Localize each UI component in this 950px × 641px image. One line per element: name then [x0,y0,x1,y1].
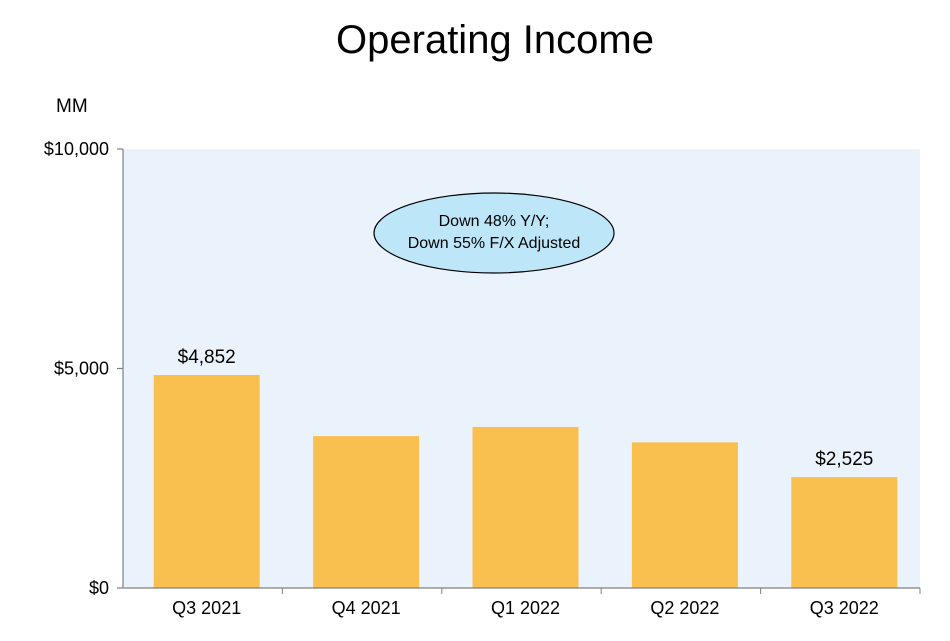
y-tick-label-1: $5,000 [54,359,109,379]
y-tick-label-0: $0 [89,578,109,598]
annotation-ellipse [373,192,615,274]
bar-1 [313,436,420,588]
x-tick-label-4: Q3 2022 [810,598,879,618]
data-label-4: $2,525 [815,449,873,470]
data-label-0: $4,852 [178,347,236,368]
x-tick-label-1: Q4 2021 [332,598,401,618]
bar-0 [153,374,260,588]
chart-title: Operating Income [336,18,654,62]
annotation-line-2: Down 55% F/X Adjusted [408,235,581,252]
annotation-callout: Down 48% Y/Y; Down 55% F/X Adjusted [373,192,615,274]
bar-2 [472,426,579,588]
x-tick-label-3: Q2 2022 [650,598,719,618]
annotation-line-1: Down 48% Y/Y; [439,213,550,230]
x-tick-label-2: Q1 2022 [491,598,560,618]
y-tick-label-2: $10,000 [44,139,109,159]
bar-3 [631,442,738,588]
x-tick-label-0: Q3 2021 [172,598,241,618]
bar-4 [791,477,898,588]
unit-label: MM [56,96,88,117]
